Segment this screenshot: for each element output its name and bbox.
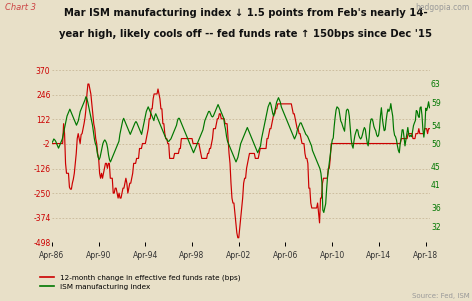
Text: hedgopia.com: hedgopia.com [415, 3, 470, 12]
Text: year high, likely cools off -- fed funds rate ↑ 150bps since Dec '15: year high, likely cools off -- fed funds… [59, 29, 432, 39]
Text: Source: Fed, ISM: Source: Fed, ISM [412, 293, 470, 299]
Text: Mar ISM manufacturing index ↓ 1.5 points from Feb's nearly 14-: Mar ISM manufacturing index ↓ 1.5 points… [64, 8, 427, 17]
Text: Chart 3: Chart 3 [5, 3, 36, 12]
Legend: 12-month change in effective fed funds rate (bps), ISM manufacturing index: 12-month change in effective fed funds r… [37, 272, 243, 293]
